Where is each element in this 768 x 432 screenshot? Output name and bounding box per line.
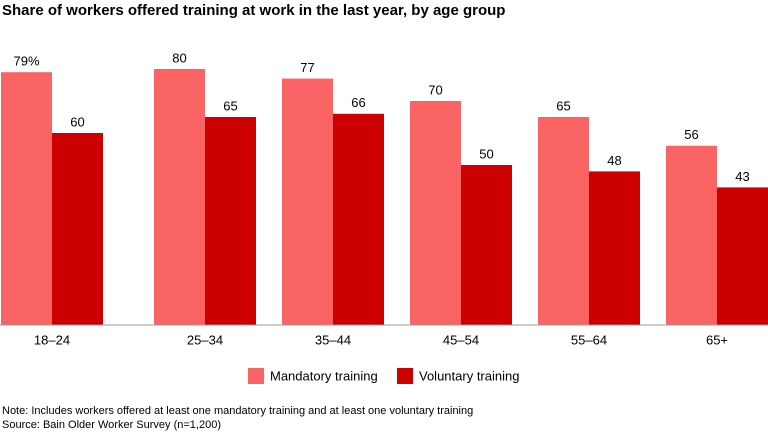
bar <box>52 133 103 325</box>
data-label: 65 <box>556 98 570 113</box>
x-tick-label: 65+ <box>706 332 728 347</box>
data-label: 60 <box>70 114 84 129</box>
x-tick-label: 45–54 <box>443 332 479 347</box>
bar <box>717 187 768 325</box>
data-label: 48 <box>607 153 621 168</box>
x-tick-label: 25–34 <box>187 332 223 347</box>
legend-label: Mandatory training <box>270 368 378 383</box>
chart-title: Share of workers offered training at wor… <box>2 2 505 19</box>
bar <box>410 101 461 325</box>
data-label: 50 <box>479 146 493 161</box>
legend-label: Voluntary training <box>419 368 519 383</box>
legend-swatch <box>248 368 264 384</box>
x-tick-label: 18–24 <box>34 332 70 347</box>
bar <box>589 171 640 325</box>
bar <box>461 165 512 325</box>
data-label: 43 <box>735 169 749 184</box>
data-label: 56 <box>684 127 698 142</box>
legend-swatch <box>397 368 413 384</box>
data-label: 65 <box>223 98 237 113</box>
bar <box>333 113 384 325</box>
data-label: 66 <box>351 95 365 110</box>
bar <box>666 145 717 325</box>
bar <box>154 69 205 325</box>
data-label: 77 <box>300 60 314 75</box>
bar <box>205 117 256 325</box>
x-tick-label: 55–64 <box>571 332 607 347</box>
bar <box>538 117 589 325</box>
data-label: 79% <box>13 54 39 69</box>
bar <box>282 78 333 325</box>
source: Source: Bain Older Worker Survey (n=1,20… <box>2 419 221 431</box>
note: Note: Includes workers offered at least … <box>2 405 473 417</box>
data-label: 80 <box>172 50 186 65</box>
data-label: 70 <box>428 82 442 97</box>
bar <box>1 72 52 325</box>
x-tick-label: 35–44 <box>315 332 351 347</box>
